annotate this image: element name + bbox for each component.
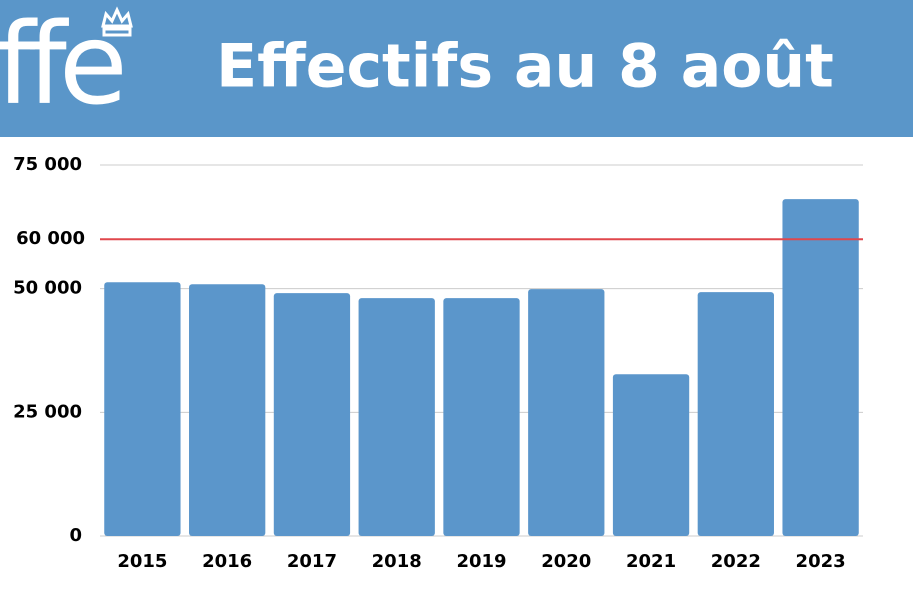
x-tick-label: 2021: [626, 551, 676, 572]
x-tick-label: 2017: [287, 551, 337, 572]
logo-crown: [101, 6, 133, 37]
bar: [273, 293, 351, 536]
x-tick-label: 2018: [372, 551, 422, 572]
x-tick-label: 2015: [117, 551, 167, 572]
x-tick-label: 2019: [456, 551, 506, 572]
bar: [443, 298, 520, 536]
x-tick-label: 2020: [541, 551, 591, 572]
x-tick-label: 2023: [796, 551, 846, 572]
bar: [528, 289, 605, 536]
chart-title: Effectifs au 8 août: [216, 32, 834, 102]
bar: [612, 374, 690, 536]
x-tick-label: 2016: [202, 551, 252, 572]
y-tick-label: 50 000: [13, 278, 82, 299]
bar: [697, 292, 774, 536]
bar: [782, 199, 859, 536]
x-tick-label: 2022: [711, 551, 761, 572]
logo: ffe: [0, 0, 122, 130]
bar: [358, 298, 435, 536]
y-tick-label: 0: [69, 525, 82, 546]
y-tick-label: 25 000: [13, 401, 82, 422]
reference-label: 60 000: [16, 228, 85, 249]
bar: [189, 284, 266, 536]
header-band: [0, 0, 913, 137]
bar: [104, 282, 181, 536]
y-tick-label: 75 000: [13, 154, 82, 175]
